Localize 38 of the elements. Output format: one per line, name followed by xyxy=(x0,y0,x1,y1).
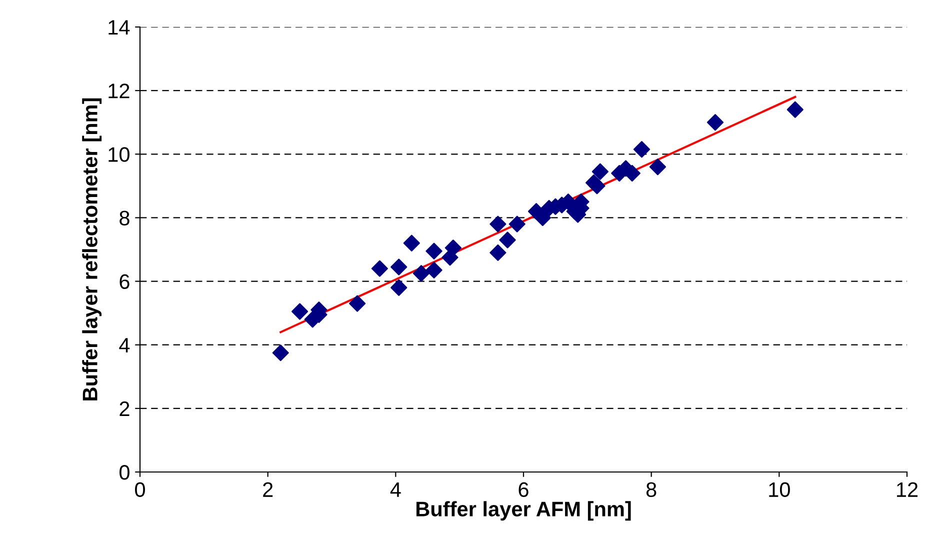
y-tick-label: 6 xyxy=(120,274,130,290)
x-tick-label: 0 xyxy=(135,482,145,498)
point xyxy=(371,260,388,277)
point xyxy=(403,234,420,252)
point xyxy=(786,101,804,118)
point xyxy=(426,242,442,260)
x-tick-label: 8 xyxy=(646,482,656,498)
y-tick-label: 8 xyxy=(120,210,130,226)
point xyxy=(490,244,506,261)
y-tick-label: 4 xyxy=(119,338,130,352)
y-axis-title: Buffer layer reflectometer [nm] xyxy=(82,98,102,400)
x-tick-label: 12 xyxy=(897,482,918,497)
point xyxy=(706,114,724,131)
point xyxy=(588,178,606,194)
point xyxy=(349,295,366,312)
y-tick-label: 12 xyxy=(108,84,130,98)
point xyxy=(633,141,650,158)
point xyxy=(291,303,308,320)
point xyxy=(272,344,289,362)
x-tick-label: 2 xyxy=(263,482,273,497)
point xyxy=(592,163,608,180)
x-tick-label: 4 xyxy=(390,482,401,497)
y-tick-label: 2 xyxy=(120,401,130,416)
x-axis-title: Buffer layer AFM [nm] xyxy=(416,501,631,521)
point xyxy=(649,158,666,176)
y-tick-label: 10 xyxy=(108,147,130,162)
point xyxy=(390,258,408,276)
point xyxy=(390,279,408,296)
x-tick-label: 6 xyxy=(518,482,528,498)
point xyxy=(490,216,506,232)
point xyxy=(508,216,526,232)
point xyxy=(444,240,462,256)
point xyxy=(426,262,442,278)
y-tick-label: 14 xyxy=(108,20,130,35)
point xyxy=(499,232,516,248)
x-tick-label: 10 xyxy=(769,482,790,498)
y-tick-label: 0 xyxy=(120,465,130,480)
point xyxy=(412,265,430,282)
